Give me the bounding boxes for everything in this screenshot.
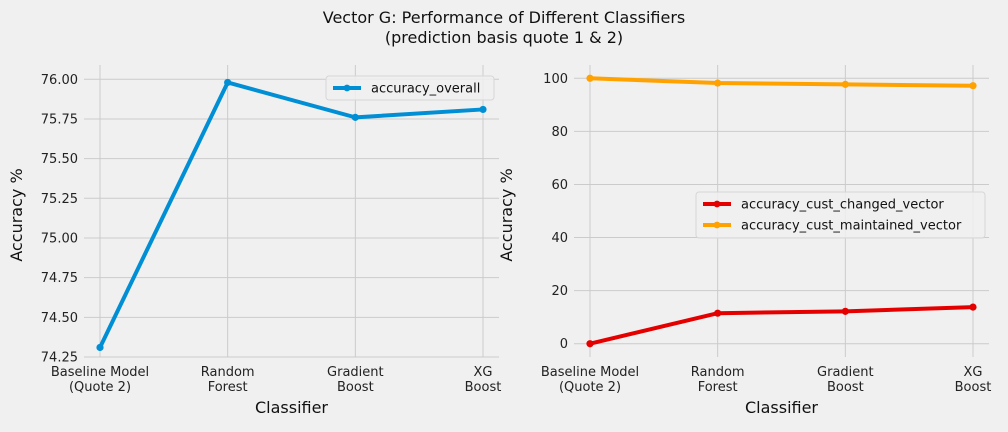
x-tick-label: Random: [201, 365, 255, 380]
y-tick-label: 76.00: [41, 73, 78, 88]
x-tick-label: (Quote 2): [559, 380, 621, 395]
x-tick-label: Baseline Model: [51, 365, 149, 380]
legend-box: [695, 191, 986, 239]
data-point-accuracy_cust_maintained_vector: [586, 74, 594, 82]
x-axis-label: Classifier: [255, 398, 328, 417]
x-tick-label: XG: [964, 365, 983, 380]
series-line-accuracy_cust_maintained_vector: [589, 76, 974, 88]
legend-entry: accuracy_cust_maintained_vector: [741, 219, 962, 234]
x-tick-label: Gradient: [817, 365, 874, 380]
x-tick-label: XG: [474, 365, 493, 380]
x-tick-label: Boost: [465, 380, 502, 395]
legend-entry: accuracy_cust_changed_vector: [741, 198, 944, 213]
data-point-accuracy_cust_maintained_vector: [841, 80, 849, 88]
y-tick-label: 74.25: [41, 351, 78, 366]
data-point-accuracy_cust_changed_vector: [969, 303, 977, 311]
y-tick-label: 60: [551, 178, 568, 193]
y-tick-label: 75.50: [41, 152, 78, 167]
data-point-accuracy_cust_maintained_vector: [969, 82, 977, 90]
x-axis-label: Classifier: [745, 398, 818, 417]
x-tick-label: Forest: [698, 380, 738, 395]
y-tick-label: 75.25: [41, 192, 78, 207]
x-tick-label: Boost: [955, 380, 992, 395]
y-tick-label: 20: [551, 284, 568, 299]
y-tick-label: 0: [560, 337, 568, 352]
x-tick-label: Forest: [208, 380, 248, 395]
legend-swatch-marker: [343, 84, 351, 92]
series-line-accuracy_cust_changed_vector: [589, 305, 974, 346]
data-point-accuracy_overall: [96, 343, 104, 352]
y-tick-label: 75.00: [41, 231, 78, 246]
legend-entry: accuracy_overall: [371, 82, 480, 97]
figure-title-line2: (prediction basis quote 1 & 2): [385, 28, 623, 47]
legend-swatch-marker: [713, 200, 721, 208]
legend-swatch-marker: [713, 221, 721, 229]
figure-title-line1: Vector G: Performance of Different Class…: [323, 8, 686, 27]
data-point-accuracy_overall: [479, 105, 487, 114]
y-axis-label: Accuracy %: [7, 168, 26, 261]
x-tick-label: Random: [691, 365, 745, 380]
y-tick-label: 100: [543, 72, 568, 87]
x-tick-label: Boost: [337, 380, 374, 395]
data-point-accuracy_cust_changed_vector: [714, 309, 722, 317]
data-point-accuracy_cust_changed_vector: [841, 307, 849, 315]
y-tick-label: 74.50: [41, 311, 78, 326]
y-tick-label: 74.75: [41, 271, 78, 286]
x-tick-label: (Quote 2): [69, 380, 131, 395]
data-point-accuracy_overall: [224, 78, 232, 87]
x-tick-label: Baseline Model: [541, 365, 639, 380]
data-point-accuracy_overall: [351, 113, 359, 121]
data-point-accuracy_cust_changed_vector: [586, 340, 594, 348]
legend-box: [325, 75, 495, 101]
data-point-accuracy_cust_maintained_vector: [714, 79, 722, 87]
x-tick-label: Boost: [827, 380, 864, 395]
series-line-accuracy_overall: [98, 80, 484, 349]
y-tick-label: 40: [551, 231, 568, 246]
x-tick-label: Gradient: [327, 365, 384, 380]
y-tick-label: 80: [551, 125, 568, 140]
y-tick-label: 75.75: [41, 112, 78, 127]
y-axis-label: Accuracy %: [497, 168, 516, 261]
